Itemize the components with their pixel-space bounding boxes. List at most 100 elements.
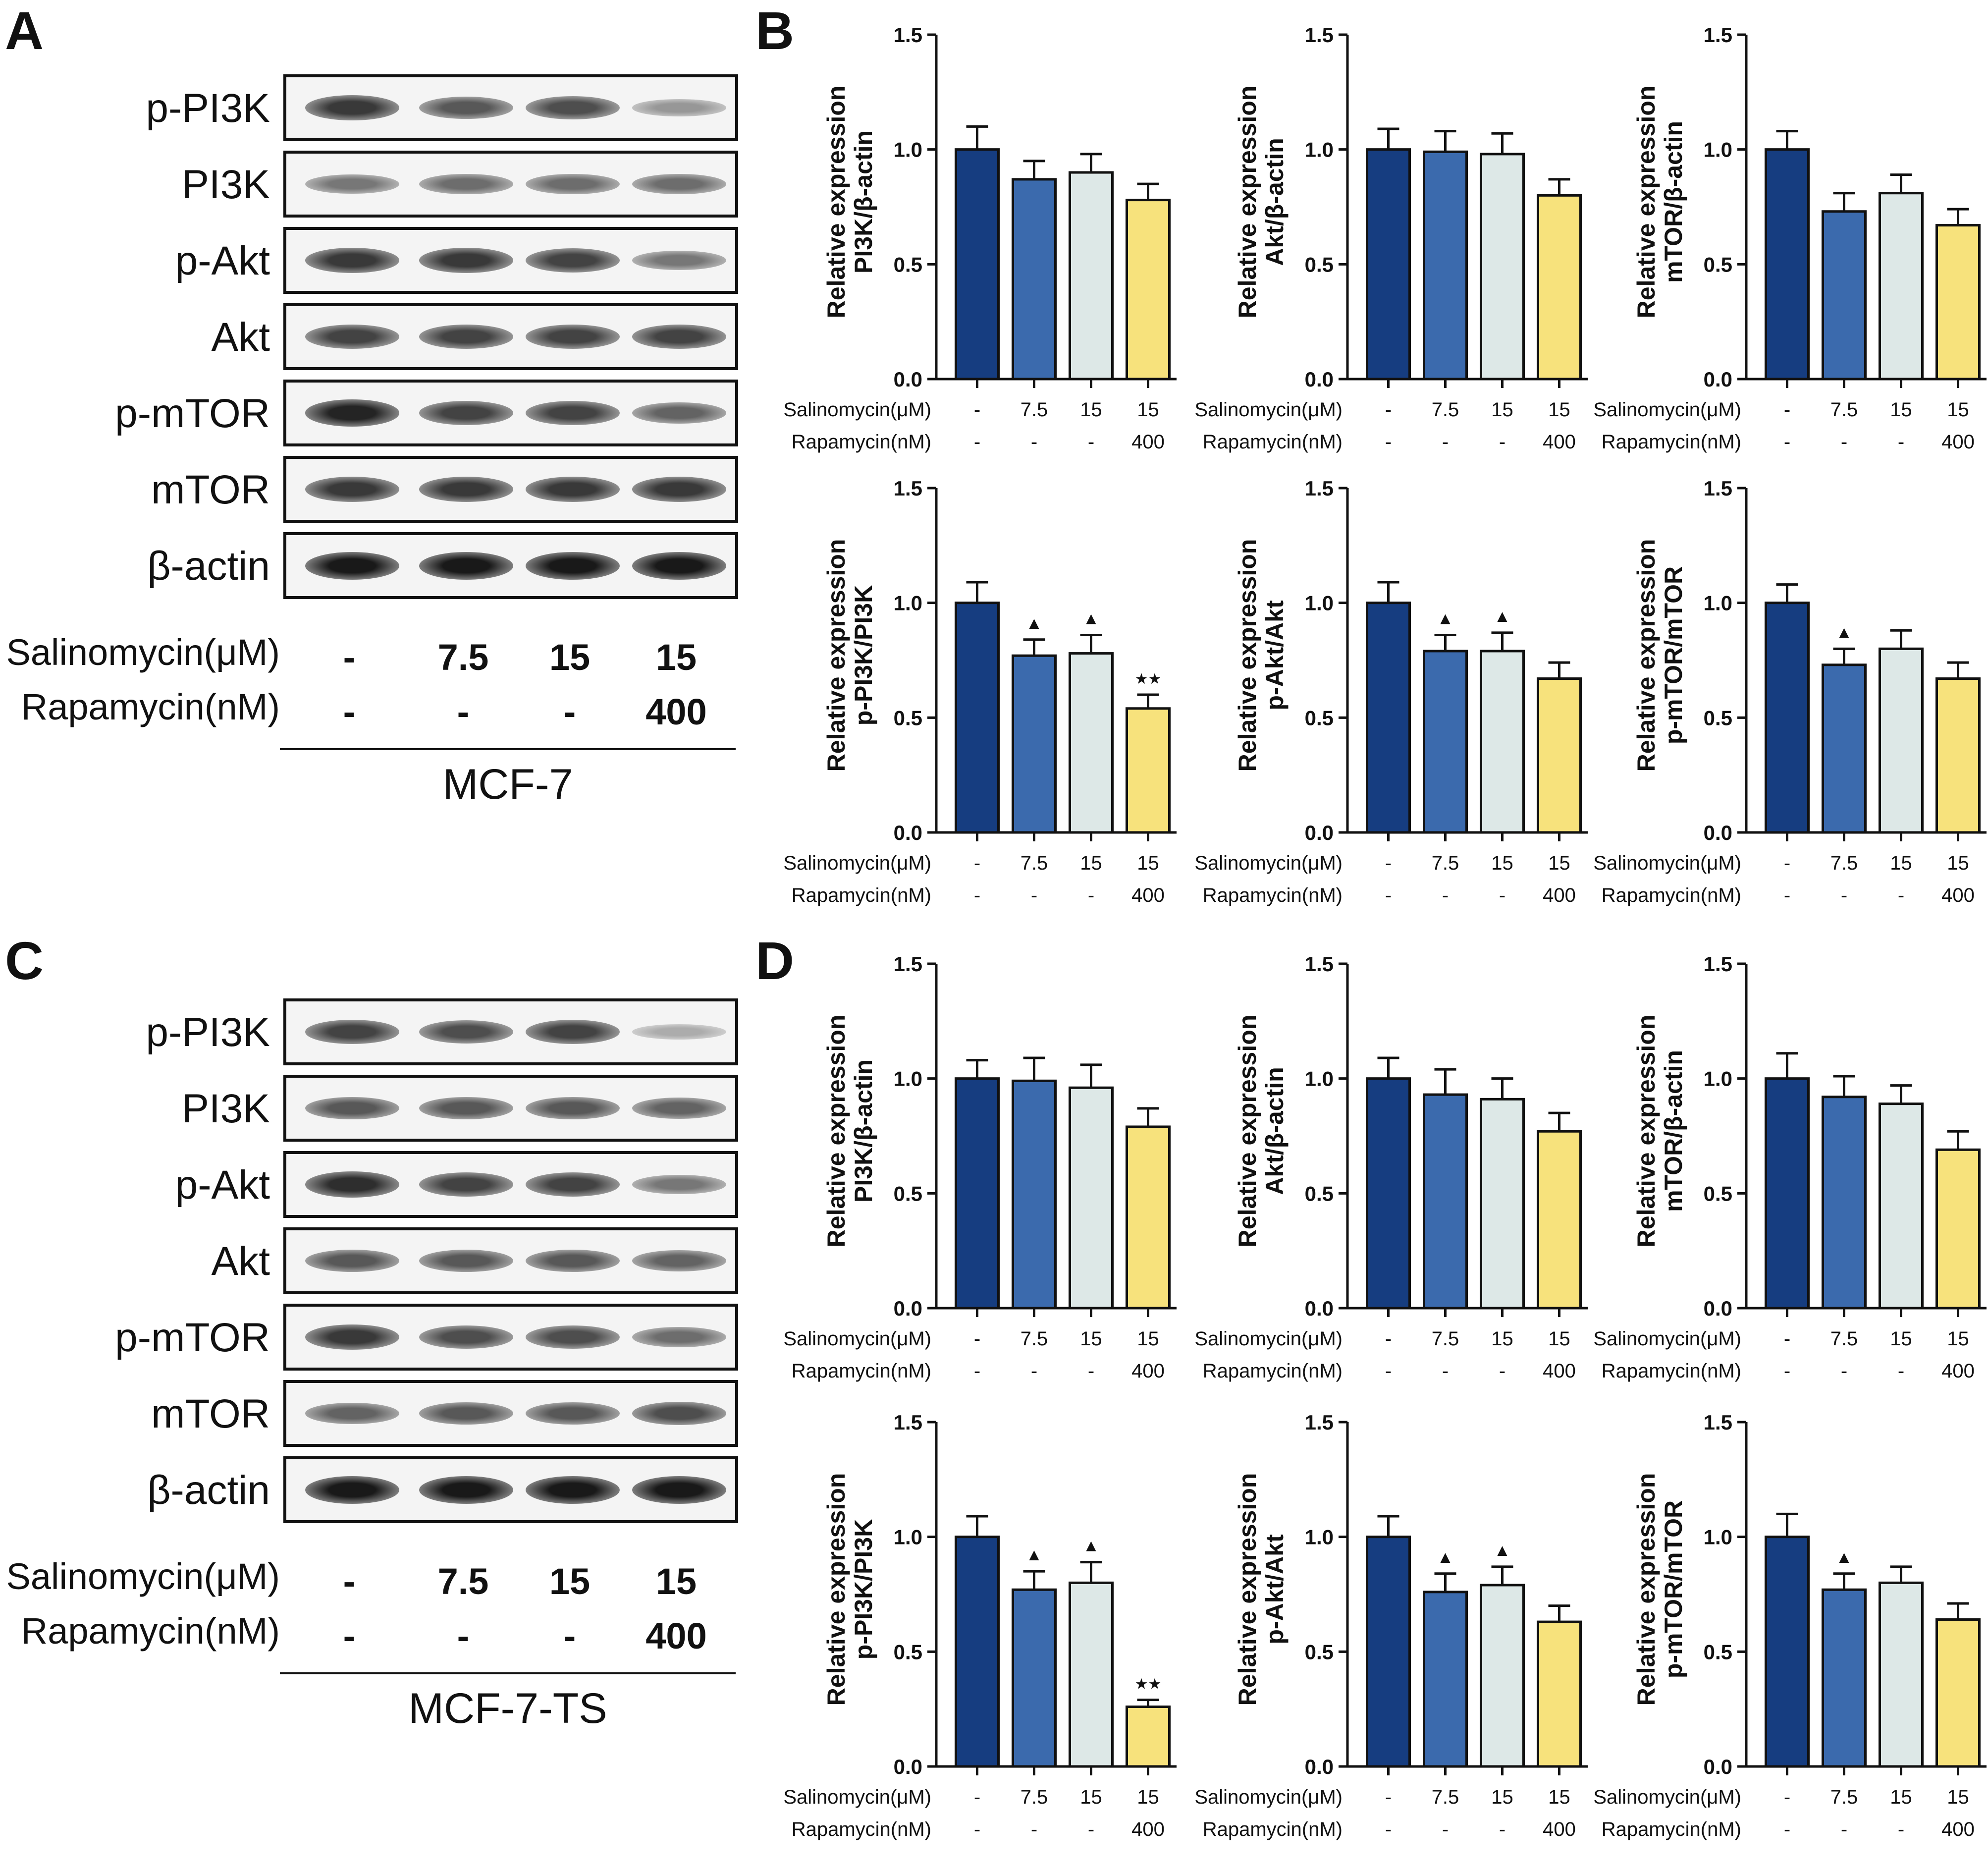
- y-tick-label: 1.5: [1305, 952, 1334, 976]
- protein-band: [419, 248, 513, 273]
- y-axis-label: Relative expression: [822, 86, 850, 319]
- protein-band: [632, 99, 726, 116]
- salinomycin-value: 15: [1890, 399, 1912, 421]
- bar: [1012, 654, 1057, 834]
- bar: [1879, 192, 1924, 381]
- y-tick-label: 1.0: [1704, 1067, 1732, 1091]
- bar-chart: 0.0 0.5 1.0 1.5 Relative expression Akt/β-act…: [1194, 23, 1588, 453]
- y-axis-label: p-mTOR/mTOR: [1660, 1500, 1687, 1678]
- protein-label: PI3K: [182, 162, 270, 207]
- y-axis-label: Relative expression: [1632, 539, 1660, 772]
- rapamycin-value: -: [1841, 1818, 1847, 1840]
- bar: [1879, 647, 1924, 834]
- y-tick-label: 1.5: [894, 23, 922, 47]
- blot-row: [283, 380, 738, 446]
- salinomycin-value: 15: [1947, 852, 1969, 874]
- bar-chart: ▲ ▲ 0.0 0.5 1.0 1.5 Relative expression p-Akt/A…: [1194, 1411, 1588, 1840]
- bar: [1822, 663, 1867, 834]
- blot-row: [283, 456, 738, 523]
- western-blot-mcf7: p-PI3K PI3K p-Akt Akt p-mTOR mTOR β-actin Salin…: [0, 72, 753, 884]
- panel-label-d: D: [755, 931, 794, 991]
- protein-band: [305, 325, 399, 349]
- y-axis-label: Relative expression: [1234, 539, 1261, 772]
- rapamycin-value: -: [1031, 431, 1037, 453]
- salinomycin-value: 15: [1548, 399, 1570, 421]
- y-tick-label: 0.0: [894, 368, 922, 391]
- rapamycin-label: Rapamycin(nM): [1602, 884, 1741, 906]
- y-axis-label: mTOR/β-actin: [1660, 1050, 1687, 1212]
- protein-band: [305, 551, 399, 580]
- y-axis-label: Relative expression: [1632, 1473, 1660, 1706]
- bar-chart: ▲ ▲ ★★ 0.0 0.5 1.0 1.5 Relative expression p-PI3…: [783, 477, 1177, 906]
- bar: [1879, 1581, 1924, 1768]
- protein-band: [419, 401, 513, 425]
- y-tick-label: 0.0: [1305, 821, 1334, 844]
- protein-band: [632, 402, 726, 424]
- protein-label: p-Akt: [175, 238, 270, 283]
- significance-mark: ★★: [1135, 1676, 1162, 1693]
- y-tick-label: 0.0: [894, 1755, 922, 1778]
- salinomycin-value: -: [1784, 852, 1790, 874]
- y-axis-label: Relative expression: [822, 539, 850, 772]
- y-axis-label: PI3K/β-actin: [850, 130, 877, 274]
- protein-band: [419, 325, 513, 349]
- protein-band: [632, 1402, 726, 1425]
- blot-row: [283, 1304, 738, 1371]
- significance-mark: ▲: [1494, 607, 1511, 626]
- blot-row: [283, 532, 738, 599]
- protein-band: [526, 1476, 620, 1504]
- salinomycin-label: Salinomycin(μM): [1593, 399, 1741, 421]
- protein-band: [526, 1020, 620, 1044]
- y-tick-label: 1.5: [894, 477, 922, 500]
- rapamycin-value: -: [1031, 1360, 1037, 1382]
- y-tick-label: 1.0: [1704, 592, 1732, 615]
- rapamycin-value: -: [1442, 1818, 1449, 1840]
- y-tick-label: 1.5: [894, 952, 922, 976]
- protein-label: Akt: [211, 315, 270, 360]
- salinomycin-value: 15: [1137, 1328, 1159, 1350]
- y-tick-label: 0.0: [894, 1297, 922, 1320]
- salinomycin-value: 15: [1890, 1328, 1912, 1350]
- protein-label: Akt: [211, 1239, 270, 1284]
- significance-mark: ▲: [1437, 609, 1454, 628]
- bar: [1480, 153, 1525, 381]
- y-tick-label: 0.5: [1305, 706, 1334, 729]
- salinomycin-label: Salinomycin(μM): [1593, 1786, 1741, 1808]
- y-axis-label: Relative expression: [1632, 86, 1660, 319]
- salinomycin-value: 15: [1890, 1786, 1912, 1808]
- salinomycin-value: 7.5: [1830, 1786, 1858, 1808]
- western-blot-mcf7-ts: p-PI3K PI3K p-Akt Akt p-mTOR mTOR β-actin Salin…: [0, 996, 753, 1809]
- blot-row: [283, 1456, 738, 1523]
- bar: [1012, 1588, 1057, 1768]
- rapamycin-value: -: [1442, 884, 1449, 906]
- protein-band: [419, 96, 513, 119]
- salinomycin-label: Salinomycin(μM): [1194, 1786, 1343, 1808]
- protein-band: [419, 1325, 513, 1349]
- rapamycin-value: -: [1385, 1818, 1392, 1840]
- rapamycin-value: -: [1442, 1360, 1449, 1382]
- salinomycin-value: -: [1784, 1786, 1790, 1808]
- salinomycin-value: -: [1784, 399, 1790, 421]
- salinomycin-value: 15: [655, 1561, 697, 1602]
- y-tick-label: 0.5: [894, 1182, 922, 1205]
- rapamycin-value: -: [1499, 1818, 1505, 1840]
- protein-band: [305, 399, 399, 427]
- salinomycin-value: 15: [1491, 852, 1513, 874]
- bar: [1423, 150, 1468, 381]
- salinomycin-label: Salinomycin(μM): [1194, 852, 1343, 874]
- rapamycin-label: Rapamycin(nM): [792, 1818, 931, 1840]
- salinomycin-value: -: [1385, 852, 1392, 874]
- y-tick-label: 0.0: [1704, 821, 1732, 844]
- y-tick-label: 0.0: [1305, 1297, 1334, 1320]
- protein-label: mTOR: [151, 467, 270, 512]
- significance-mark: ▲: [1083, 609, 1100, 628]
- y-axis-label: p-PI3K/PI3K: [850, 1519, 877, 1659]
- rapamycin-value: -: [1784, 1818, 1790, 1840]
- protein-label: p-mTOR: [115, 1315, 270, 1360]
- protein-label: β-actin: [147, 544, 270, 589]
- salinomycin-value: 15: [1890, 852, 1912, 874]
- rapamycin-value: 400: [1941, 431, 1975, 453]
- rapamycin-value: -: [1088, 1360, 1094, 1382]
- bar: [1537, 677, 1582, 834]
- blot-row: [283, 303, 738, 370]
